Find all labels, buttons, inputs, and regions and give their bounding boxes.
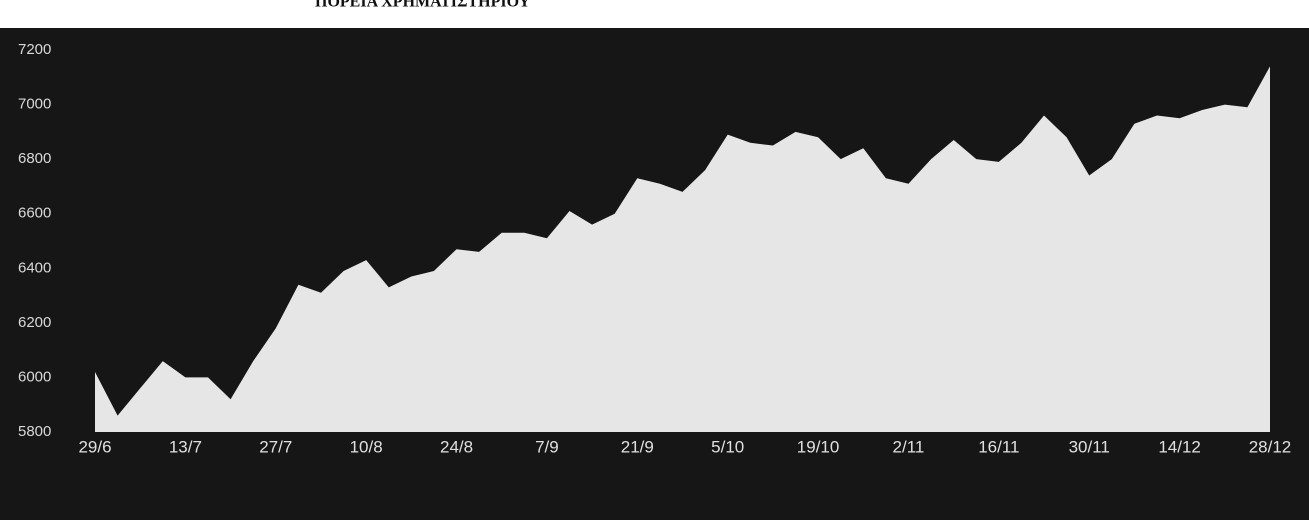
y-tick-label: 6600 [18, 205, 51, 222]
x-tick-label: 7/9 [535, 437, 559, 456]
x-tick-label: 21/9 [621, 437, 654, 456]
x-tick-label: 5/10 [711, 437, 744, 456]
y-tick-label: 6400 [18, 259, 51, 276]
x-tick-label: 24/8 [440, 437, 473, 456]
y-tick-label: 5800 [18, 423, 51, 440]
y-tick-label: 6000 [18, 368, 51, 385]
x-tick-label: 27/7 [259, 437, 292, 456]
y-tick-label: 6200 [18, 314, 51, 331]
chart-title: ΠΟΡΕΙΑ ΧΡΗΜΑΤΙΣΤΗΡΙΟΥ [315, 0, 531, 11]
y-tick-label: 7200 [18, 41, 51, 58]
x-tick-label: 2/11 [893, 437, 925, 456]
x-tick-label: 16/11 [978, 437, 1019, 456]
y-tick-label: 7000 [18, 96, 51, 113]
x-tick-label: 30/11 [1069, 437, 1110, 456]
x-tick-label: 10/8 [350, 437, 383, 456]
x-tick-label: 28/12 [1249, 437, 1292, 456]
x-tick-label: 14/12 [1158, 437, 1201, 456]
x-tick-label: 13/7 [169, 437, 202, 456]
area [95, 66, 1270, 433]
x-tick-label: 19/10 [797, 437, 840, 456]
y-tick-label: 6800 [18, 150, 51, 167]
x-tick-label: 29/6 [78, 437, 111, 456]
